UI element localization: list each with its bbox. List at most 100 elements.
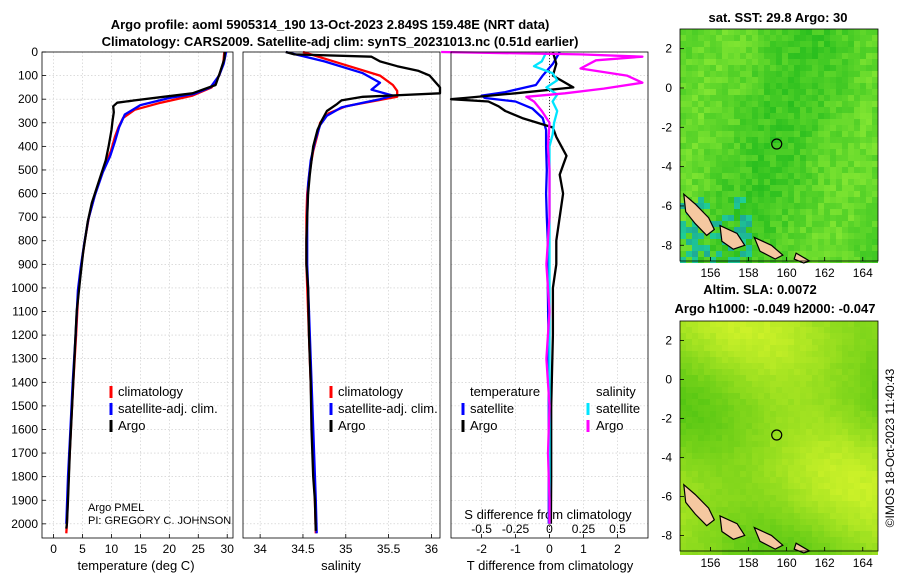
heatmap-cell — [854, 507, 860, 513]
heatmap-cell — [812, 197, 818, 203]
heatmap-cell — [698, 131, 704, 137]
heatmap-cell — [716, 203, 722, 209]
heatmap-cell — [740, 47, 746, 53]
heatmap-cell — [866, 35, 872, 41]
heatmap-cell — [860, 417, 866, 423]
heatmap-cell — [818, 173, 824, 179]
heatmap-cell — [842, 65, 848, 71]
heatmap-cell — [728, 221, 734, 227]
heatmap-cell — [860, 209, 866, 215]
heatmap-cell — [806, 167, 812, 173]
heatmap-cell — [842, 447, 848, 453]
heatmap-cell — [824, 375, 830, 381]
heatmap-cell — [728, 149, 734, 155]
heatmap-cell — [770, 345, 776, 351]
heatmap-cell — [866, 351, 872, 357]
heatmap-cell — [830, 47, 836, 53]
heatmap-cell — [734, 155, 740, 161]
heatmap-cell — [818, 531, 824, 537]
heatmap-cell — [710, 453, 716, 459]
heatmap-cell — [710, 405, 716, 411]
heatmap-cell — [752, 119, 758, 125]
heatmap-cell — [746, 107, 752, 113]
heatmap-cell — [782, 327, 788, 333]
heatmap-cell — [860, 501, 866, 507]
heatmap-cell — [692, 191, 698, 197]
heatmap-cell — [782, 185, 788, 191]
series-argo — [285, 50, 442, 531]
heatmap-cell — [692, 125, 698, 131]
heatmap-cell — [716, 119, 722, 125]
heatmap-cell — [836, 339, 842, 345]
heatmap-cell — [812, 435, 818, 441]
heatmap-cell — [860, 173, 866, 179]
heatmap-cell — [680, 191, 686, 197]
heatmap-cell — [704, 531, 710, 537]
heatmap-cell — [848, 35, 854, 41]
heatmap-cell — [740, 459, 746, 465]
heatmap-cell — [872, 543, 878, 549]
heatmap-cell — [860, 477, 866, 483]
heatmap-cell — [686, 215, 692, 221]
heatmap-cell — [776, 483, 782, 489]
heatmap-cell — [788, 191, 794, 197]
heatmap-cell — [800, 369, 806, 375]
heatmap-cell — [758, 221, 764, 227]
heatmap-cell — [836, 453, 842, 459]
heatmap-cell — [764, 507, 770, 513]
heatmap-cell — [716, 125, 722, 131]
heatmap-cell — [854, 483, 860, 489]
heatmap-cell — [866, 239, 872, 245]
heatmap-cell — [866, 83, 872, 89]
heatmap-cell — [842, 471, 848, 477]
heatmap-cell — [764, 519, 770, 525]
heatmap-cell — [794, 375, 800, 381]
heatmap-cell — [794, 245, 800, 251]
heatmap-cell — [770, 125, 776, 131]
x-tick-label: 158 — [739, 266, 759, 280]
heatmap-cell — [788, 351, 794, 357]
heatmap-cell — [770, 107, 776, 113]
heatmap-cell — [704, 411, 710, 417]
heatmap-cell — [740, 65, 746, 71]
heatmap-cell — [806, 143, 812, 149]
heatmap-cell — [704, 471, 710, 477]
heatmap-cell — [722, 477, 728, 483]
heatmap-cell — [806, 333, 812, 339]
heatmap-cell — [794, 107, 800, 113]
heatmap-cell — [848, 239, 854, 245]
heatmap-cell — [770, 495, 776, 501]
heatmap-cell — [806, 155, 812, 161]
heatmap-cell — [782, 89, 788, 95]
heatmap-cell — [836, 375, 842, 381]
heatmap-cell — [830, 495, 836, 501]
heatmap-cell — [758, 333, 764, 339]
heatmap-cell — [848, 101, 854, 107]
heatmap-cell — [848, 53, 854, 59]
heatmap-cell — [782, 471, 788, 477]
heatmap-cell — [848, 251, 854, 257]
heatmap-cell — [806, 363, 812, 369]
heatmap-cell — [770, 89, 776, 95]
heatmap-cell — [752, 513, 758, 519]
heatmap-cell — [710, 351, 716, 357]
heatmap-cell — [728, 119, 734, 125]
heatmap-cell — [872, 209, 878, 215]
heatmap-cell — [842, 209, 848, 215]
heatmap-cell — [728, 257, 734, 263]
heatmap-cell — [794, 387, 800, 393]
heatmap-cell — [680, 345, 686, 351]
heatmap-cell — [782, 507, 788, 513]
heatmap-cell — [704, 107, 710, 113]
x2-tick-label: -0.5 — [471, 522, 492, 536]
heatmap-cell — [824, 35, 830, 41]
heatmap-cell — [854, 119, 860, 125]
heatmap-cell — [800, 251, 806, 257]
heatmap-cell — [758, 519, 764, 525]
heatmap-cell — [836, 155, 842, 161]
heatmap-cell — [716, 531, 722, 537]
heatmap-cell — [842, 363, 848, 369]
heatmap-cell — [698, 375, 704, 381]
heatmap-cell — [728, 35, 734, 41]
heatmap-cell — [800, 453, 806, 459]
